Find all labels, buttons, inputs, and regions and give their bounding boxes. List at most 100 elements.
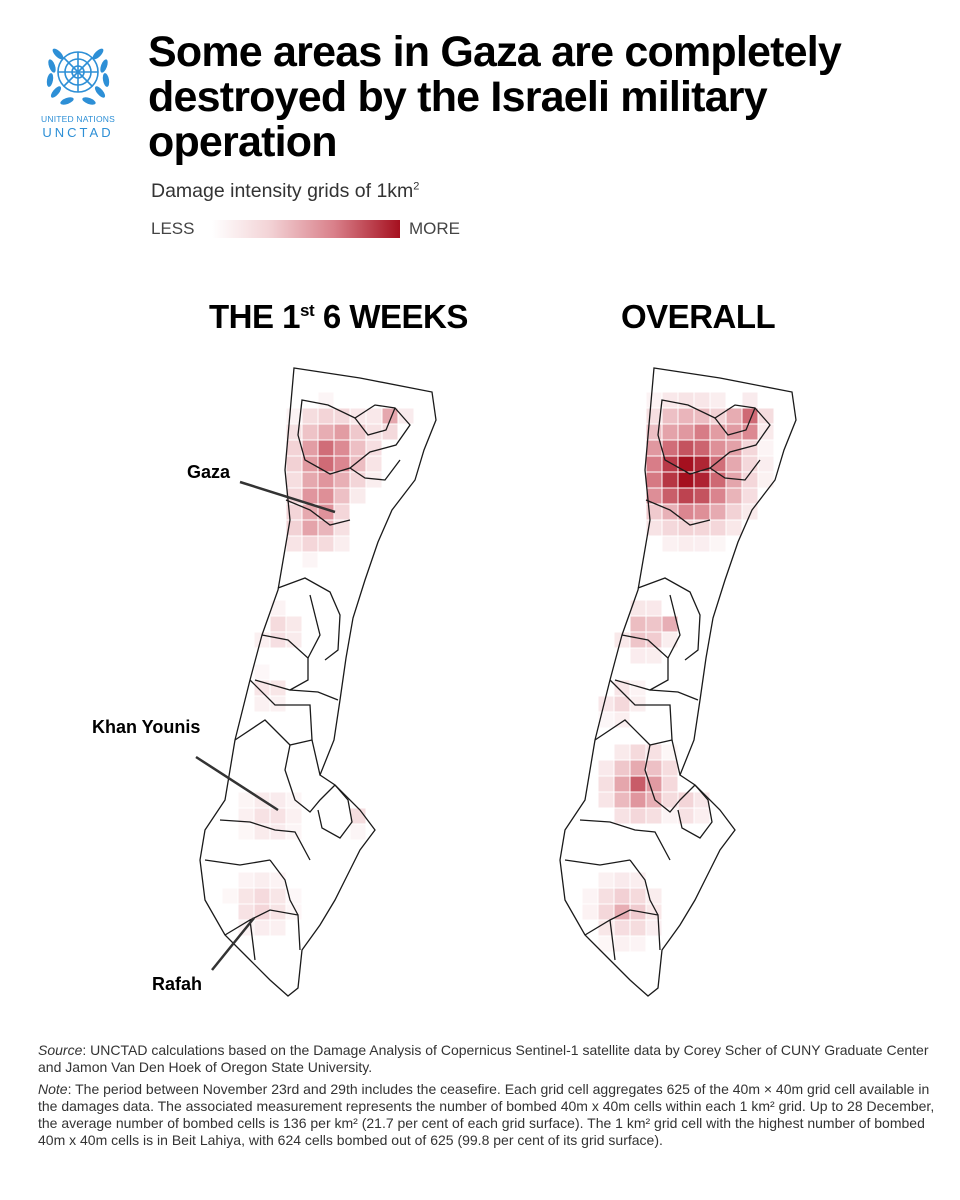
subtitle-superscript: 2 [413, 180, 420, 193]
damage-grid-cell [741, 391, 759, 409]
grid-cells [581, 391, 775, 953]
damage-grid-cell [333, 439, 351, 457]
footer-notes: Source: UNCTAD calculations based on the… [38, 1042, 938, 1154]
damage-grid-cell [645, 471, 663, 489]
damage-grid-cell [301, 519, 319, 537]
damage-grid-cell [693, 535, 711, 553]
damage-grid-cell [269, 887, 287, 905]
label-rafah: Rafah [152, 974, 203, 994]
damage-grid-cell [757, 455, 775, 473]
damage-grid-cell [301, 439, 319, 457]
strip-outline [559, 367, 797, 997]
damage-grid-cell [709, 503, 727, 521]
damage-grid-cell [709, 535, 727, 553]
damage-grid-cell [317, 439, 335, 457]
damage-grid-cell [317, 471, 335, 489]
panel-title-sup: st [300, 301, 315, 320]
damage-grid-cell [661, 807, 679, 825]
footer-source: Source: UNCTAD calculations based on the… [38, 1042, 938, 1076]
damage-grid-cell [741, 455, 759, 473]
damage-grid-cell [317, 407, 335, 425]
damage-grid-cell [645, 791, 663, 809]
damage-grid-cell [285, 615, 303, 633]
damage-grid-cell [597, 791, 615, 809]
damage-grid-cell [237, 903, 255, 921]
damage-grid-cell [693, 471, 711, 489]
damage-grid-cell [285, 791, 303, 809]
panel-title-overall: OVERALL [621, 298, 776, 335]
damage-grid-cell [709, 391, 727, 409]
damage-grid-cell [741, 423, 759, 441]
damage-grid-cell [253, 807, 271, 825]
damage-grid-cell [677, 391, 695, 409]
damage-grid-cell [661, 439, 679, 457]
subtitle-text: Damage intensity grids of 1km [151, 180, 414, 202]
damage-grid-cell [757, 407, 775, 425]
damage-grid-cell [317, 391, 335, 409]
damage-grid-cell [661, 759, 679, 777]
note-label: Note [38, 1081, 68, 1097]
damage-grid-cell [677, 471, 695, 489]
damage-grid-cell [349, 423, 367, 441]
un-emblem-icon [46, 48, 110, 105]
damage-grid-cell [661, 471, 679, 489]
damage-grid-cell [317, 487, 335, 505]
damage-grid-cell [253, 663, 271, 681]
damage-grid-cell [269, 807, 287, 825]
damage-grid-cell [645, 807, 663, 825]
damage-grid-cell [269, 631, 287, 649]
damage-grid-cell [725, 407, 743, 425]
damage-grid-cell [629, 615, 647, 633]
damage-grid-cell [709, 439, 727, 457]
damage-grid-cell [629, 647, 647, 665]
page-title: Some areas in Gaza are completely destro… [148, 28, 842, 166]
damage-grid-cell [597, 871, 615, 889]
damage-grid-cell [677, 535, 695, 553]
damage-grid-cell [677, 407, 695, 425]
damage-grid-cell [661, 535, 679, 553]
damage-grid-cell [661, 503, 679, 521]
footer-note: Note: The period between November 23rd a… [38, 1081, 938, 1149]
damage-grid-cell [693, 391, 711, 409]
legend-gradient-bar [212, 220, 400, 238]
un-logo: UNITED NATIONS UNCTAD [36, 36, 120, 144]
damage-grid-cell [285, 807, 303, 825]
damage-grid-cell [629, 935, 647, 953]
damage-grid-cell [597, 775, 615, 793]
label-gaza: Gaza [187, 462, 231, 482]
damage-grid-cell [301, 423, 319, 441]
damage-grid-cell [757, 471, 775, 489]
damage-grid-cell [333, 455, 351, 473]
strip-outline [199, 367, 437, 997]
damage-grid-cell [317, 455, 335, 473]
damage-grid-cell [645, 647, 663, 665]
damage-grid-cell [629, 599, 647, 617]
logo-acronym: UNCTAD [42, 125, 114, 140]
damage-grid-cell [381, 423, 399, 441]
damage-grid-cell [693, 439, 711, 457]
damage-grid-cell [645, 391, 663, 409]
damage-grid-cell [709, 423, 727, 441]
damage-grid-cell [661, 519, 679, 537]
damage-grid-cell [725, 519, 743, 537]
damage-grid-cell [269, 695, 287, 713]
logo-org-name: UNITED NATIONS [41, 114, 115, 124]
damage-grid-cell [613, 903, 631, 921]
damage-grid-cell [629, 775, 647, 793]
damage-grid-cell [581, 903, 599, 921]
damage-grid-cell [237, 871, 255, 889]
panel-title-prefix: THE 1 [209, 298, 301, 335]
damage-grid-cell [253, 791, 271, 809]
legend-more-label: MORE [409, 219, 460, 238]
damage-grid-cell [629, 919, 647, 937]
damage-grid-cell [661, 487, 679, 505]
damage-grid-cell [677, 439, 695, 457]
damage-grid-cell [693, 455, 711, 473]
source-text: : UNCTAD calculations based on the Damag… [38, 1042, 929, 1075]
damage-grid-cell [613, 791, 631, 809]
damage-grid-cell [301, 503, 319, 521]
damage-grid-cell [693, 487, 711, 505]
panel-title-first-six-weeks: THE 1st 6 WEEKS [209, 298, 468, 336]
label-khan-younis: Khan Younis [92, 717, 201, 737]
